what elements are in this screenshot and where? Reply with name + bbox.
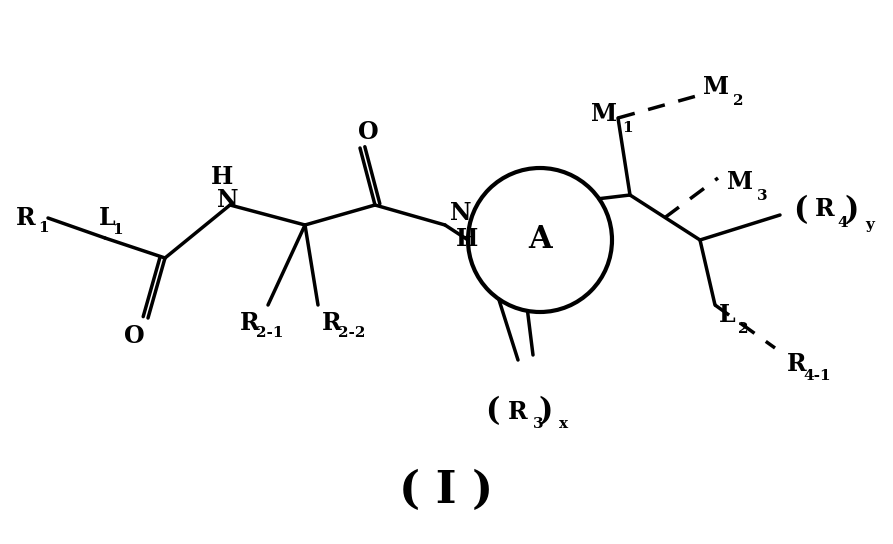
Text: M: M xyxy=(703,75,729,99)
Text: 4: 4 xyxy=(838,216,848,230)
Text: 1: 1 xyxy=(622,121,633,135)
Text: A: A xyxy=(528,225,552,256)
Text: O: O xyxy=(124,324,145,348)
Text: 4-1: 4-1 xyxy=(803,369,830,383)
Text: (: ( xyxy=(793,195,807,226)
Text: ): ) xyxy=(538,397,553,428)
Text: M: M xyxy=(727,170,753,194)
Text: R: R xyxy=(508,400,528,424)
Text: O: O xyxy=(358,120,379,144)
Text: N: N xyxy=(217,188,238,212)
Text: M: M xyxy=(591,102,617,126)
Text: x: x xyxy=(559,417,569,431)
Text: R: R xyxy=(16,206,36,230)
Text: R: R xyxy=(788,352,806,376)
Text: ( I ): ( I ) xyxy=(399,468,493,511)
Text: R: R xyxy=(322,311,342,335)
Text: 2: 2 xyxy=(733,94,743,108)
Text: ): ) xyxy=(845,195,859,226)
Text: 1: 1 xyxy=(38,221,49,235)
Text: L: L xyxy=(99,206,115,230)
Text: 2: 2 xyxy=(738,322,748,336)
Text: R: R xyxy=(240,311,260,335)
Text: 1: 1 xyxy=(113,223,123,237)
Text: R: R xyxy=(815,197,835,221)
Text: H: H xyxy=(211,165,233,189)
Text: L: L xyxy=(719,303,735,327)
Text: N: N xyxy=(450,201,472,225)
Text: y: y xyxy=(865,218,874,232)
Text: 2-2: 2-2 xyxy=(338,326,366,340)
Text: 3: 3 xyxy=(533,417,543,431)
Text: 2-1: 2-1 xyxy=(256,326,284,340)
Text: H: H xyxy=(455,227,478,251)
Text: 3: 3 xyxy=(756,189,767,203)
Text: (: ( xyxy=(485,397,499,428)
